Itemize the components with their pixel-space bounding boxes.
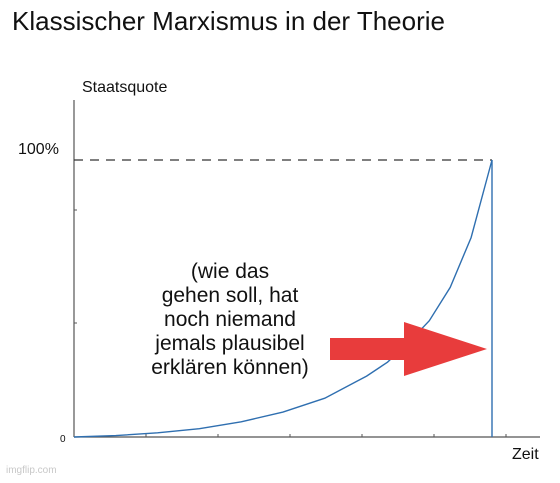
y-tick-label-100: 100%: [18, 141, 59, 158]
chart-annotation: (wie das gehen soll, hat noch niemand je…: [151, 260, 309, 379]
y-tick-label-0: 0: [60, 434, 66, 445]
y-axis-label: Staatsquote: [82, 79, 168, 96]
series-line: [73, 159, 493, 438]
chart-title: Klassischer Marxismus in der Theorie: [12, 6, 445, 36]
watermark: imgflip.com: [6, 465, 57, 476]
red-arrow: [330, 322, 487, 376]
x-axis-label: Zeit: [512, 446, 539, 463]
